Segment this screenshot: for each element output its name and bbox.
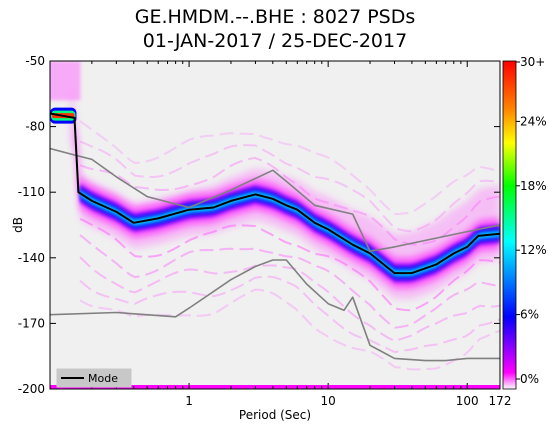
high-noise-model-line	[50, 147, 500, 252]
density-outlier-track	[79, 234, 500, 329]
colorbar-ticks: 0% 6% 12% 18% 24% 30+	[516, 55, 547, 386]
density-outlier-track	[79, 140, 500, 233]
low-noise-model-line	[50, 259, 500, 362]
plot-frame	[49, 60, 501, 390]
y-tick-label: -80	[25, 120, 45, 134]
colorbar-tick-label: 12%	[520, 243, 547, 257]
x-tick-label: 10	[321, 394, 336, 408]
colorbar-tick-label: 24%	[520, 114, 547, 128]
colorbar-tick-label: 0%	[520, 372, 539, 386]
colorbar	[502, 60, 517, 390]
y-tick-label: -110	[18, 185, 45, 199]
density-outlier-track	[79, 256, 500, 342]
legend-mode-label: Mode	[88, 372, 118, 385]
y-axis-ticks: -50 -80 -110 -140 -170 -200	[18, 54, 500, 396]
y-tick-label: -50	[25, 54, 45, 68]
series-lines	[50, 112, 500, 362]
colorbar-tick-label: 18%	[520, 179, 547, 193]
x-axis-label: Period (Sec)	[239, 408, 311, 422]
colorbar-tick-label: 30+	[520, 55, 545, 69]
density-outlier-track	[79, 120, 500, 216]
density-short-period-fan	[50, 61, 81, 101]
density-outlier-track	[79, 217, 500, 312]
y-tick-label: -140	[18, 251, 45, 265]
y-axis-label: dB	[11, 217, 25, 233]
y-tick-label: -170	[18, 316, 45, 330]
y-tick-label: -200	[18, 382, 45, 396]
density-floor-strip	[50, 385, 500, 389]
chart-title: GE.HMDM.--.BHE : 8027 PSDs	[134, 6, 416, 28]
x-tick-label: 1	[185, 394, 193, 408]
density-outlier-track	[79, 275, 500, 354]
chart-subtitle: 01-JAN-2017 / 25-DEC-2017	[142, 30, 408, 52]
x-tick-label: 100	[456, 394, 479, 408]
x-axis-ticks: 1 10 100 172	[91, 61, 512, 408]
mode-line	[50, 112, 500, 275]
legend: Mode	[56, 368, 132, 388]
legend-box	[56, 368, 132, 388]
x-tick-label: 172	[489, 394, 512, 408]
density-outlier-track	[79, 156, 500, 246]
colorbar-tick-label: 6%	[520, 308, 539, 322]
